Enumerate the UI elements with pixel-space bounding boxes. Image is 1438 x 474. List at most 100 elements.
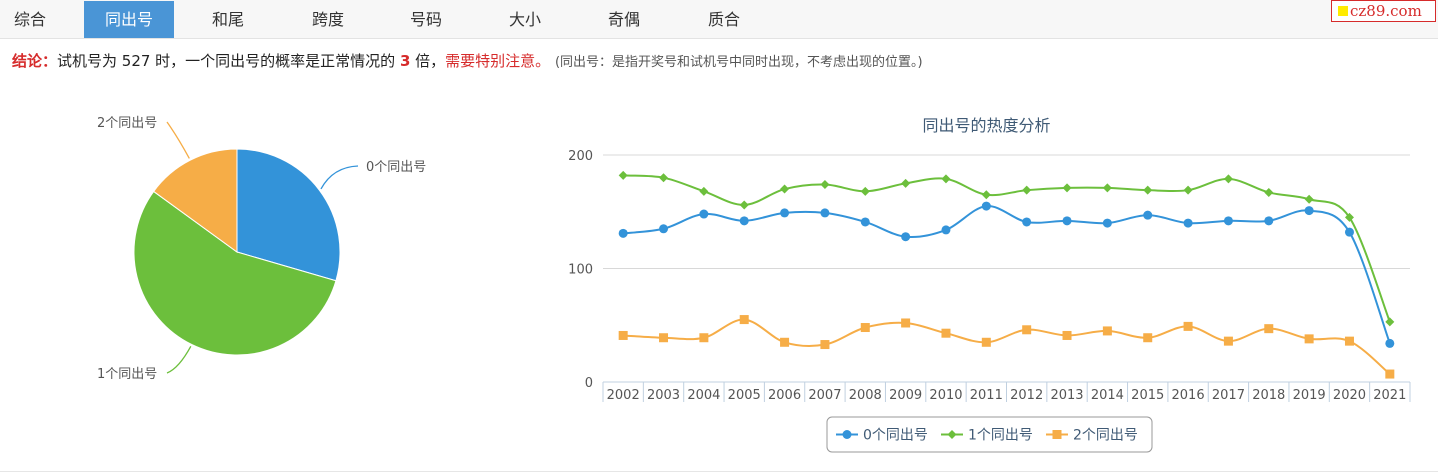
data-point[interactable] (699, 333, 709, 343)
x-tick-label: 2003 (647, 388, 680, 403)
data-point[interactable] (1264, 187, 1274, 197)
data-point[interactable] (941, 225, 951, 235)
data-point[interactable] (1143, 210, 1153, 220)
data-point[interactable] (1102, 218, 1112, 228)
tab-span[interactable]: 跨度 (311, 10, 344, 29)
pie-slice[interactable] (236, 148, 341, 282)
data-point[interactable] (1102, 183, 1112, 193)
x-tick-label: 2019 (1293, 388, 1326, 403)
data-point[interactable] (1385, 338, 1395, 348)
data-point[interactable] (659, 224, 669, 234)
data-point[interactable] (981, 190, 991, 200)
data-point[interactable] (1062, 183, 1072, 193)
tab-bar: 综合 同出号 和尾 跨度 号码 大小 奇偶 质合 cz89.com (0, 0, 1438, 39)
data-point[interactable] (1062, 330, 1072, 340)
data-point[interactable] (780, 337, 790, 347)
data-point[interactable] (780, 184, 790, 194)
data-point[interactable] (1143, 333, 1153, 343)
data-point[interactable] (618, 330, 628, 340)
data-point[interactable] (618, 170, 628, 180)
data-point[interactable] (901, 318, 911, 328)
pie-slice-label: 0个同出号 (366, 160, 426, 175)
legend-item[interactable]: 1个同出号 (968, 428, 1033, 444)
x-tick-label: 2011 (970, 388, 1003, 403)
data-point[interactable] (860, 217, 870, 227)
legend-marker[interactable] (842, 430, 852, 439)
data-point[interactable] (1264, 324, 1274, 334)
data-point[interactable] (1143, 185, 1153, 195)
conclusion-warning: 需要特别注意。 (445, 52, 551, 70)
data-point[interactable] (1183, 218, 1193, 228)
data-point[interactable] (1223, 216, 1233, 226)
tab-summary[interactable]: 综合 (13, 10, 46, 29)
legend-item[interactable]: 0个同出号 (863, 428, 928, 444)
data-point[interactable] (1183, 321, 1193, 331)
data-point[interactable] (941, 174, 951, 184)
data-point[interactable] (1304, 334, 1314, 344)
x-tick-label: 2013 (1050, 388, 1083, 403)
data-point[interactable] (618, 228, 628, 238)
pie-label-connector (320, 165, 359, 190)
data-point[interactable] (780, 208, 790, 218)
data-point[interactable] (1344, 212, 1354, 222)
tab-same-numbers[interactable]: 同出号 (84, 1, 174, 38)
data-point[interactable] (1022, 325, 1032, 335)
legend-marker[interactable] (1052, 430, 1062, 439)
data-point[interactable] (1062, 216, 1072, 226)
chart-title: 同出号的热度分析 (922, 116, 1050, 135)
pie-slice[interactable] (152, 148, 238, 253)
data-point[interactable] (1183, 185, 1193, 195)
data-point[interactable] (1223, 336, 1233, 346)
pie-label-connector (166, 345, 192, 374)
y-tick-label: 200 (568, 149, 593, 164)
pie-slice-label: 2个同出号 (97, 116, 157, 131)
data-point[interactable] (699, 186, 709, 196)
tab-sum-tail[interactable]: 和尾 (211, 10, 244, 29)
data-point[interactable] (981, 201, 991, 211)
tab-big-small[interactable]: 大小 (508, 10, 541, 29)
data-point[interactable] (820, 208, 830, 218)
pie-slice[interactable] (133, 190, 337, 356)
data-point[interactable] (1102, 326, 1112, 336)
data-point[interactable] (1385, 369, 1395, 379)
x-tick-label: 2016 (1172, 388, 1205, 403)
tab-numbers[interactable]: 号码 (409, 10, 442, 29)
data-point[interactable] (739, 315, 749, 325)
conclusion-label: 结论： (12, 52, 58, 70)
x-tick-label: 2006 (768, 388, 801, 403)
data-point[interactable] (820, 180, 830, 190)
data-point[interactable] (860, 186, 870, 196)
data-point[interactable] (1223, 174, 1233, 184)
x-tick-label: 2002 (607, 388, 640, 403)
data-point[interactable] (699, 209, 709, 219)
legend-marker[interactable] (947, 430, 957, 439)
data-point[interactable] (659, 333, 669, 343)
data-point[interactable] (1022, 217, 1032, 227)
data-point[interactable] (1022, 185, 1032, 195)
data-point[interactable] (1264, 216, 1274, 226)
x-tick-label: 2015 (1131, 388, 1164, 403)
tab-prime-composite[interactable]: 质合 (707, 10, 740, 29)
data-point[interactable] (941, 328, 951, 338)
data-point[interactable] (1344, 336, 1354, 346)
data-point[interactable] (981, 337, 991, 347)
data-point[interactable] (1304, 206, 1314, 216)
data-point[interactable] (860, 323, 870, 333)
conclusion-text-after: 倍， (410, 52, 446, 70)
series-line-0 (623, 205, 1391, 344)
pie-slice-label: 1个同出号 (97, 367, 157, 382)
data-point[interactable] (739, 216, 749, 226)
data-point[interactable] (1344, 227, 1354, 237)
data-point[interactable] (1385, 317, 1395, 327)
data-point[interactable] (659, 173, 669, 183)
legend-item[interactable]: 2个同出号 (1073, 428, 1138, 444)
conclusion-text: 试机号为 527 时，一个同出号的概率是正常情况的 (57, 52, 400, 70)
site-badge[interactable]: cz89.com (1331, 0, 1436, 22)
data-point[interactable] (1304, 194, 1314, 204)
data-point[interactable] (739, 200, 749, 210)
tab-odd-even[interactable]: 奇偶 (607, 10, 640, 29)
data-point[interactable] (901, 178, 911, 188)
data-point[interactable] (901, 232, 911, 242)
data-point[interactable] (820, 340, 830, 350)
x-tick-label: 2008 (849, 388, 882, 403)
